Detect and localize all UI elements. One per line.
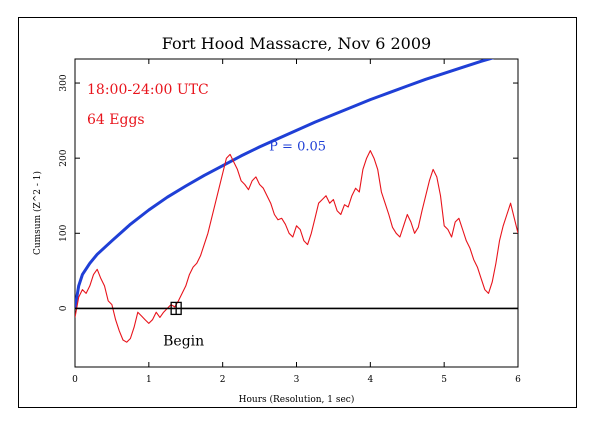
y-tick-label: 100 xyxy=(59,224,69,241)
x-tick-label: 1 xyxy=(146,375,152,385)
axis-ticks: 0 1 2 3 4 5 6 0 100 200 300 xyxy=(59,59,521,385)
p-value-label: P = 0.05 xyxy=(269,140,326,155)
y-axis-label: Cumsum (Z^2 - 1) xyxy=(32,171,43,255)
y-tick-label: 300 xyxy=(59,74,69,91)
plot-area xyxy=(74,58,519,368)
x-tick-label: 4 xyxy=(367,375,373,385)
x-axis-label: Hours (Resolution, 1 sec) xyxy=(239,394,355,405)
series-layer xyxy=(75,59,518,343)
x-tick-label: 5 xyxy=(441,375,447,385)
plot-frame xyxy=(18,17,577,408)
p-envelope-line xyxy=(75,59,495,309)
time-window-label: 18:00-24:00 UTC xyxy=(87,82,209,98)
chart-title: Fort Hood Massacre, Nov 6 2009 xyxy=(162,34,431,53)
x-tick-label: 2 xyxy=(220,375,226,385)
x-tick-label: 3 xyxy=(294,375,300,385)
cumsum-line xyxy=(75,150,518,343)
y-tick-label: 200 xyxy=(59,149,69,166)
eggs-count-label: 64 Eggs xyxy=(87,112,145,128)
x-tick-label: 0 xyxy=(72,375,78,385)
x-tick-label: 6 xyxy=(515,375,521,385)
y-tick-label: 0 xyxy=(59,305,69,311)
begin-label: Begin xyxy=(163,333,204,349)
